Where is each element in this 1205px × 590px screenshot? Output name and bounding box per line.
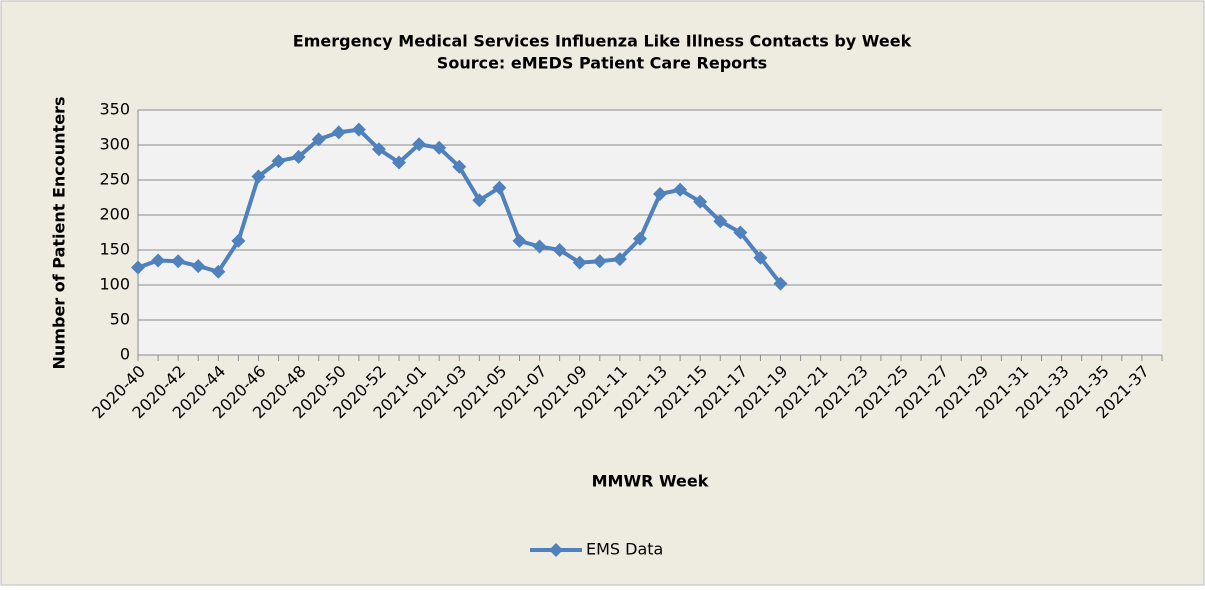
data-point [452,159,467,174]
data-point [733,225,748,240]
y-tick-label: 350 [99,100,130,119]
data-point [371,142,386,157]
data-point [291,149,306,164]
data-point [151,253,166,268]
y-tick-label: 150 [99,240,130,259]
y-tick-label: 100 [99,275,130,294]
data-point [432,140,447,155]
data-point [211,264,226,279]
data-point [653,187,668,201]
y-axis-label: Number of Patient Encounters [50,97,69,370]
y-tick-label: 0 [120,345,130,364]
data-point [351,122,366,137]
data-point [251,169,266,184]
data-point [231,233,246,248]
data-point [612,252,627,267]
data-point [191,259,206,274]
chart-subtitle: Source: eMEDS Patient Care Reports [437,54,767,73]
legend-label: EMS Data [586,540,663,559]
data-point [632,231,647,246]
data-point [311,132,326,147]
data-point [412,137,427,152]
legend-marker [549,543,563,557]
data-point [131,260,145,275]
data-point [713,214,728,229]
data-point [472,193,487,208]
data-point [673,182,688,197]
data-point [693,194,708,209]
chart-title: Emergency Medical Services Influenza Lik… [293,32,912,51]
y-tick-label: 50 [110,310,130,329]
data-point [331,125,346,140]
y-tick-label: 200 [99,205,130,224]
data-point [572,255,587,270]
data-point [773,276,788,291]
data-point [171,254,186,269]
data-point [753,250,768,265]
plot-area [138,110,1162,355]
data-point [512,233,527,248]
data-point [271,154,286,169]
data-point [532,239,547,254]
data-point [592,254,607,269]
y-tick-label: 250 [99,170,130,189]
y-tick-label: 300 [99,135,130,154]
data-point [492,180,507,195]
data-point [392,155,407,170]
data-point [552,243,567,257]
x-axis-label: MMWR Week [592,472,709,491]
